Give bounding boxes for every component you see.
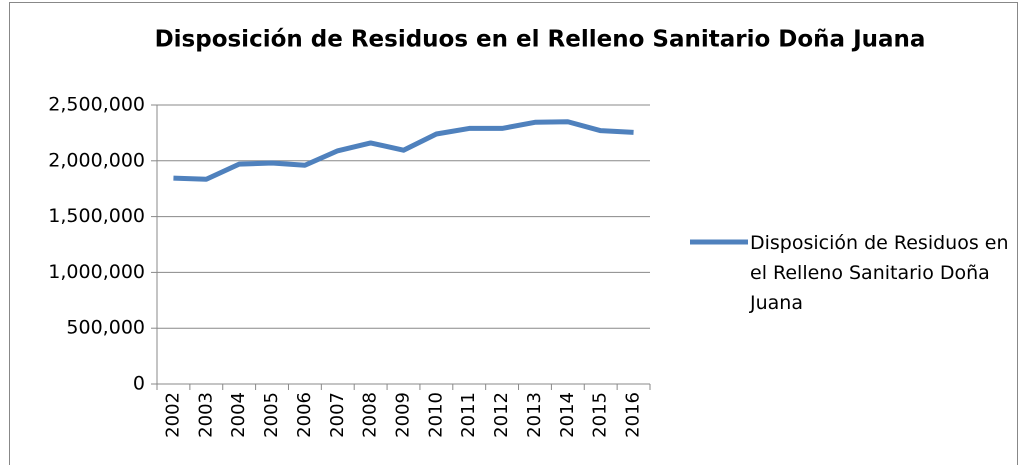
y-tick-label: 2,000,000 xyxy=(48,149,145,171)
legend-label: Disposición de Residuos en el Relleno Sa… xyxy=(750,232,1009,314)
x-tick-label: 2014 xyxy=(557,392,578,438)
x-tick-label: 2009 xyxy=(393,392,414,438)
x-tick-label: 2015 xyxy=(590,392,611,438)
y-tick-label: 0 xyxy=(133,373,145,395)
y-tick-label: 1,500,000 xyxy=(48,205,145,227)
x-tick-label: 2016 xyxy=(623,392,644,438)
line-series xyxy=(173,119,634,182)
x-tick-label: 2002 xyxy=(162,392,183,438)
x-tick-label: 2005 xyxy=(261,392,282,438)
x-tick-label: 2012 xyxy=(491,392,512,438)
x-tick-label: 2013 xyxy=(524,392,545,438)
x-tick-label: 2008 xyxy=(360,392,381,438)
x-tick-label: 2007 xyxy=(327,392,348,438)
x-tick-label: 2010 xyxy=(425,392,446,438)
y-tick-label: 500,000 xyxy=(66,317,145,339)
chart-border xyxy=(9,2,1018,465)
y-tick-label: 2,500,000 xyxy=(48,94,145,116)
x-tick-label: 2004 xyxy=(228,392,249,438)
chart-title: Disposición de Residuos en el Relleno Sa… xyxy=(155,27,926,53)
x-tick-label: 2003 xyxy=(195,392,216,438)
y-tick-label: 1,000,000 xyxy=(48,261,145,283)
x-tick-label: 2006 xyxy=(294,392,315,438)
x-tick-label: 2011 xyxy=(458,392,479,438)
